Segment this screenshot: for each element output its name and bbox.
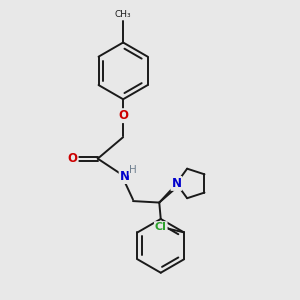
Text: O: O bbox=[68, 152, 78, 165]
Text: Cl: Cl bbox=[155, 222, 167, 232]
Text: N: N bbox=[120, 170, 130, 183]
Text: N: N bbox=[171, 177, 182, 190]
Text: O: O bbox=[118, 109, 128, 122]
Text: CH₃: CH₃ bbox=[115, 10, 131, 19]
Text: H: H bbox=[129, 165, 137, 175]
